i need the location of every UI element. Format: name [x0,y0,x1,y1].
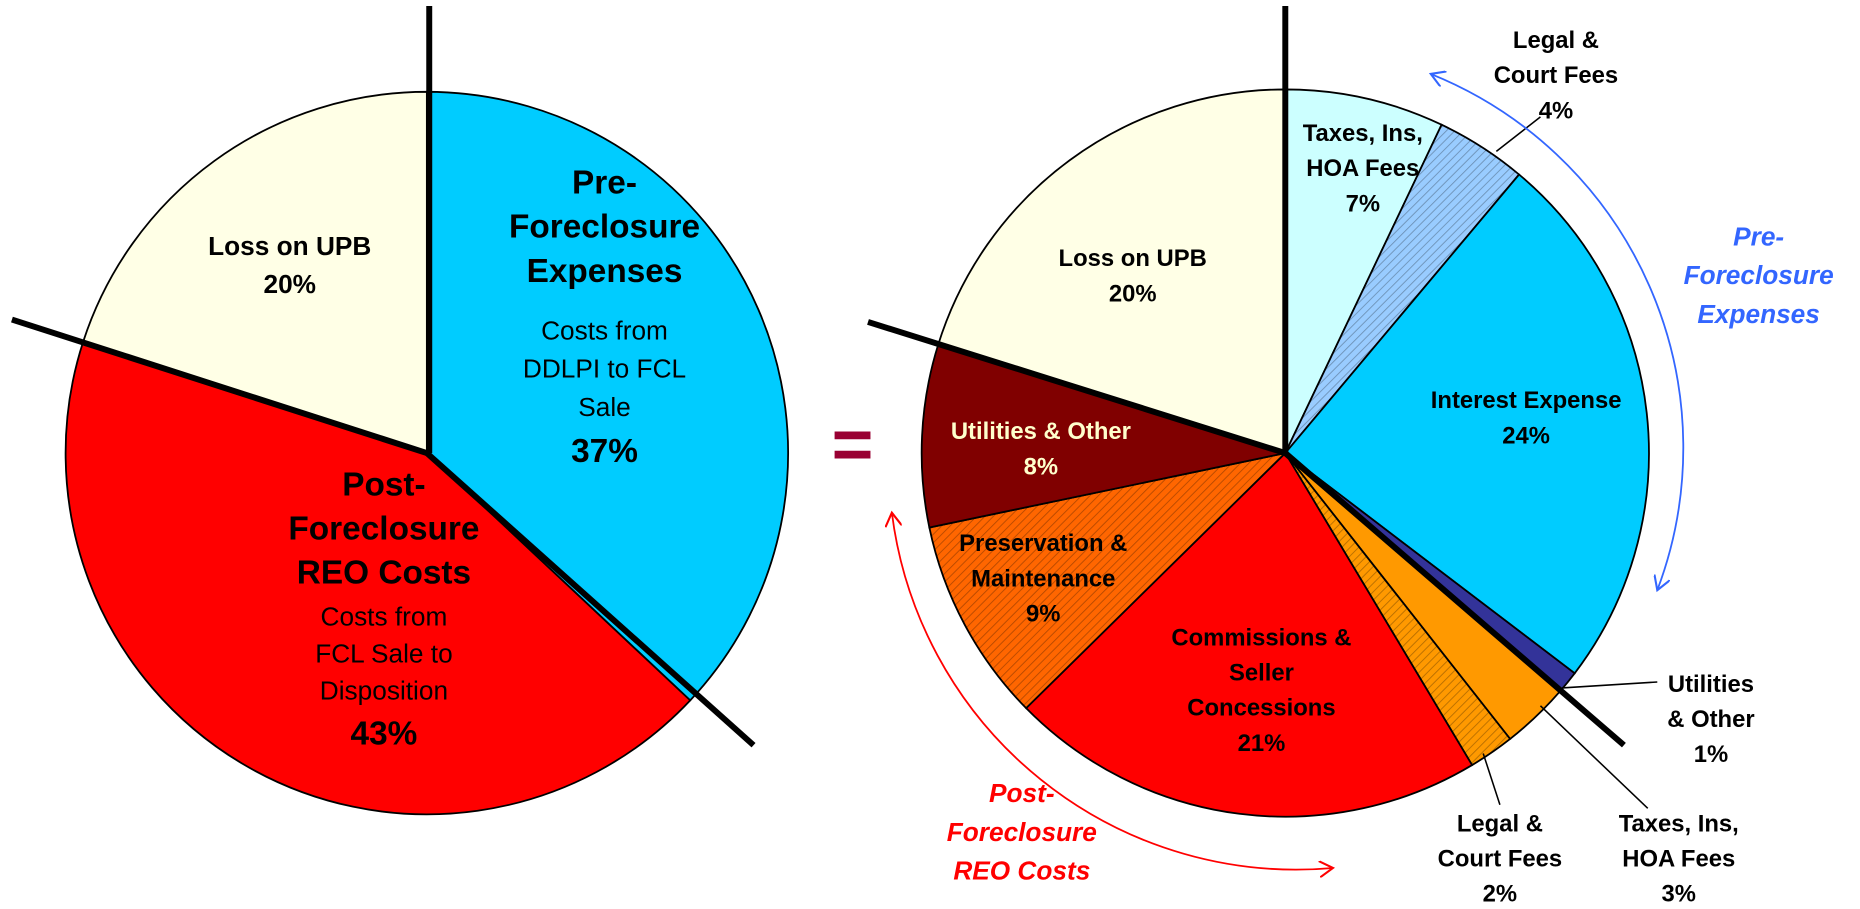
value-label: 37% [571,433,638,470]
group-label: Foreclosure [1684,260,1834,290]
slice-label: Expenses [527,253,683,290]
group-label: Foreclosure [947,817,1097,847]
leader-line [1482,753,1501,806]
equals-sign: = [832,404,874,484]
value-label: 9% [1026,601,1060,628]
slice-label: Loss on UPB [1059,245,1207,272]
slice-description: Costs from [541,316,668,346]
divider [1283,450,1626,748]
slice-label: Taxes, Ins, [1303,120,1423,147]
slice-label: Taxes, Ins, [1619,810,1739,837]
slice-label: Post- [342,466,425,503]
slice-label: Seller [1229,660,1294,687]
group-label: Expenses [1697,299,1819,329]
slice-label: REO Costs [297,554,471,591]
pie-slice [425,90,789,702]
slice-label: Court Fees [1438,846,1562,873]
leader-line [1561,681,1658,689]
slice-description: FCL Sale to [315,639,452,669]
slice-label: Court Fees [1494,62,1618,89]
slice-label: Maintenance [971,565,1115,592]
dividers [11,5,1626,748]
slice-label: Legal & [1513,27,1599,54]
slice-label: Loss on UPB [208,231,371,261]
slice-label: Foreclosure [509,209,700,246]
slice-label: & Other [1667,706,1754,733]
group-arrow [892,513,1333,870]
slice-description: Costs from [321,602,448,632]
slice-description: Sale [578,392,630,422]
slice-description: DDLPI to FCL [523,354,686,384]
slice-label: Concessions [1187,695,1335,722]
slice-description: Disposition [320,676,448,706]
value-label: 8% [1024,453,1058,480]
slice-label: Commissions & [1171,624,1351,651]
labels: Pre- Foreclosure Expenses Costs from DDLPI t… [208,27,1834,908]
pie-slice [936,88,1287,455]
value-label: 43% [351,715,418,752]
slice-label: Foreclosure [288,510,479,547]
group-label: REO Costs [953,856,1090,886]
slice-label: Interest Expense [1431,387,1622,414]
slice-label: Pre- [572,165,637,202]
slice-label: Utilities & Other [951,418,1131,445]
value-label: 20% [1109,280,1157,307]
group-label: Pre- [1733,221,1784,251]
group-arrow [1431,74,1685,590]
divider [867,319,1287,456]
divider [11,316,428,456]
value-label: 24% [1502,422,1550,449]
slice-label: Utilities [1668,671,1754,698]
value-label: 7% [1346,190,1380,217]
slice-label: HOA Fees [1622,846,1735,873]
group-label: Post- [989,778,1055,808]
slice-label: HOA Fees [1306,155,1419,182]
slice-label: Legal & [1457,810,1543,837]
pie-slice [64,340,692,816]
leader-line [1539,705,1649,809]
value-label: 21% [1238,730,1286,757]
pie-slice [82,90,428,455]
value-label: 20% [263,269,315,299]
slice-label: Preservation & [959,530,1127,557]
value-label: 3% [1662,881,1696,908]
value-label: 2% [1483,881,1517,908]
divider [424,450,756,748]
value-label: 4% [1539,97,1573,124]
value-label: 1% [1694,741,1728,768]
